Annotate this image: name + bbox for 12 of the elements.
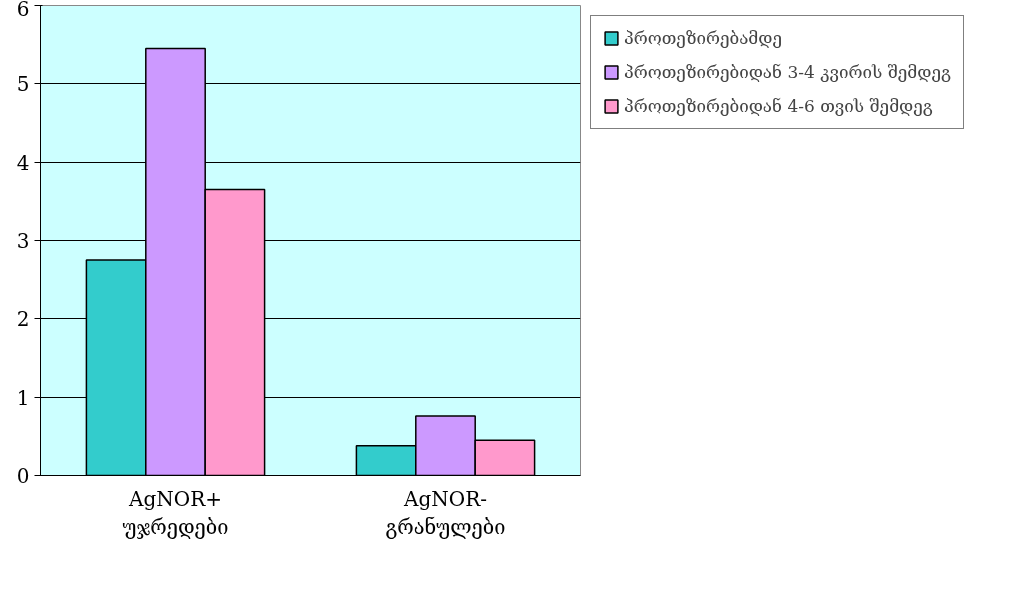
x-tick-label: AgNOR- გრანულები [385, 486, 506, 540]
y-tick-label: 2 [16, 307, 30, 332]
x-tick-label: AgNOR+ უჯრედები [122, 486, 229, 540]
y-tick-label: 1 [16, 385, 30, 410]
legend-label: პროთეზირებიდან 3-4 კვირის შემდეგ [624, 62, 952, 82]
y-tick-label: 0 [16, 464, 30, 488]
y-tick-label: 5 [16, 72, 30, 97]
legend-label: პროთეზირებამდე [624, 28, 783, 48]
legend-label: პროთეზირებიდან 4-6 თვის შემდეგ [624, 96, 933, 116]
y-tick-label: 4 [16, 150, 30, 175]
y-tick-label: 6 [16, 0, 30, 21]
y-tick-label: 3 [16, 229, 30, 253]
